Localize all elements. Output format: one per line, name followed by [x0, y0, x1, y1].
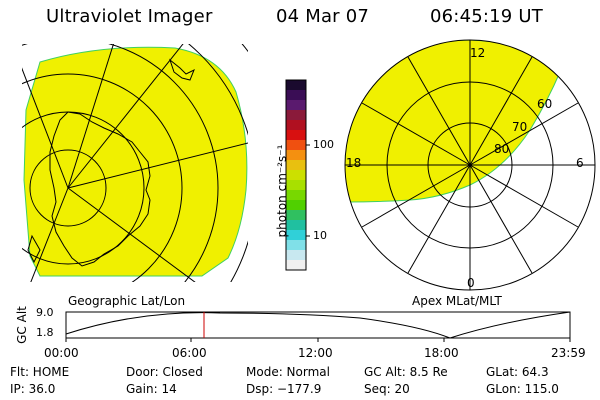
colorbar-tick-label-100: 100 — [313, 138, 334, 151]
colorbar-segment — [286, 170, 306, 181]
colorbar-unit-label: photon cm⁻²s⁻¹ — [275, 144, 289, 238]
timeline-xtick-0000: 00:00 — [44, 346, 79, 360]
colorbar-segment — [286, 140, 306, 151]
timeline-xtick-0600: 06:00 — [172, 346, 207, 360]
status-ip: IP: 36.0 — [10, 382, 56, 396]
colorbar-segment — [286, 150, 306, 161]
colorbar-segment — [286, 180, 306, 191]
colorbar-segment — [286, 100, 306, 111]
timeline-xtick-2359: 23:59 — [551, 346, 586, 360]
colorbar-segment — [286, 200, 306, 211]
mlt-label-6: 6 — [576, 156, 584, 170]
timeline-ytick-9: 9.0 — [36, 306, 54, 319]
colorbar-frame — [285, 79, 307, 271]
colorbar-segment — [286, 260, 306, 271]
status-mode: Mode: Normal — [246, 365, 330, 379]
status-seq: Seq: 20 — [364, 382, 410, 396]
colorbar-segment — [286, 240, 306, 251]
timeline-ylabel: GC Alt — [15, 306, 29, 344]
mlat-label-60: 60 — [537, 97, 553, 111]
mlt-label-18: 18 — [346, 156, 362, 170]
left-map-caption: Geographic Lat/Lon — [68, 294, 186, 308]
colorbar-segment — [286, 210, 306, 221]
colorbar-segment — [286, 160, 306, 171]
colorbar-segment — [286, 230, 306, 241]
colorbar-segment — [286, 80, 306, 91]
mlt-label-12: 12 — [470, 46, 486, 60]
mlt-label-0: 0 — [467, 276, 475, 290]
instrument-title: Ultraviolet Imager — [46, 6, 213, 27]
date-label: 04 Mar 07 — [276, 6, 370, 27]
timeline-plot — [65, 311, 571, 342]
polar-map — [344, 39, 596, 291]
status-glon: GLon: 115.0 — [486, 382, 559, 396]
status-door: Door: Closed — [126, 365, 203, 379]
colorbar-segment — [286, 120, 306, 131]
colorbar-segment — [286, 190, 306, 201]
altitude-curve — [65, 311, 571, 339]
colorbar — [286, 80, 306, 271]
colorbar-segment — [286, 90, 306, 101]
left-aurora-fill — [23, 46, 248, 277]
colorbar-segment — [286, 220, 306, 231]
mlat-label-70: 70 — [512, 120, 528, 134]
status-gain: Gain: 14 — [126, 382, 177, 396]
timeline-xtick-1800: 18:00 — [424, 346, 459, 360]
geographic-map — [22, 44, 248, 282]
status-gc-alt: GC Alt: 8.5 Re — [364, 365, 448, 379]
right-map-caption: Apex MLat/MLT — [412, 294, 502, 308]
colorbar-segment — [286, 250, 306, 261]
colorbar-segment — [286, 130, 306, 141]
colorbar-segment — [286, 110, 306, 121]
time-label: 06:45:19 UT — [430, 6, 543, 27]
mlat-label-80: 80 — [494, 142, 510, 156]
timeline-xtick-1200: 12:00 — [298, 346, 333, 360]
colorbar-tick-label-10: 10 — [313, 229, 327, 242]
status-glat: GLat: 64.3 — [486, 365, 549, 379]
status-flight: Flt: HOME — [10, 365, 70, 379]
status-dsp: Dsp: −177.9 — [246, 382, 322, 396]
timeline-ytick-1.8: 1.8 — [36, 326, 54, 339]
